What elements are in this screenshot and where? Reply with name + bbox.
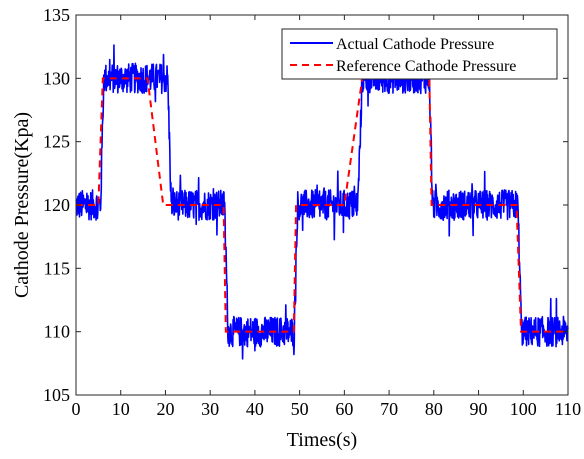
axis-ticks: 0 10 20 30 40 50 60 70 80 90 100 110 105 110 115 120 125… <box>43 5 581 419</box>
series-line-actual <box>75 44 569 360</box>
x-tick-label: 40 <box>246 399 264 419</box>
x-axis-label: Times(s) <box>287 429 357 451</box>
x-tick-label: 90 <box>470 399 488 419</box>
y-tick-label: 135 <box>43 5 70 25</box>
x-tick-label: 60 <box>335 399 353 419</box>
y-tick-label: 105 <box>43 385 70 405</box>
data-layer <box>75 44 569 360</box>
x-tick-label: 10 <box>112 399 130 419</box>
x-tick-label: 80 <box>425 399 443 419</box>
x-tick-label: 20 <box>156 399 174 419</box>
legend-label-reference: Reference Cathode Pressure <box>336 58 516 75</box>
x-tick-label: 50 <box>291 399 309 419</box>
y-tick-label: 125 <box>43 132 70 152</box>
series-line-reference <box>76 77 568 333</box>
y-tick-label: 110 <box>44 322 70 342</box>
legend: Actual Cathode Pressure Reference Cathod… <box>281 28 558 80</box>
plot-frame <box>75 14 569 396</box>
legend-label-actual: Actual Cathode Pressure <box>336 36 494 53</box>
x-tick-label: 30 <box>201 399 219 419</box>
x-tick-label: 100 <box>510 399 537 419</box>
y-tick-label: 120 <box>43 195 70 215</box>
x-tick-label: 110 <box>555 399 581 419</box>
legend-box <box>281 28 558 80</box>
y-axis-label: Cathode Pressure(Kpa) <box>11 112 33 298</box>
y-tick-label: 130 <box>43 68 70 88</box>
x-tick-label: 70 <box>380 399 398 419</box>
y-tick-label: 115 <box>44 258 70 278</box>
x-tick-label: 0 <box>72 399 81 419</box>
